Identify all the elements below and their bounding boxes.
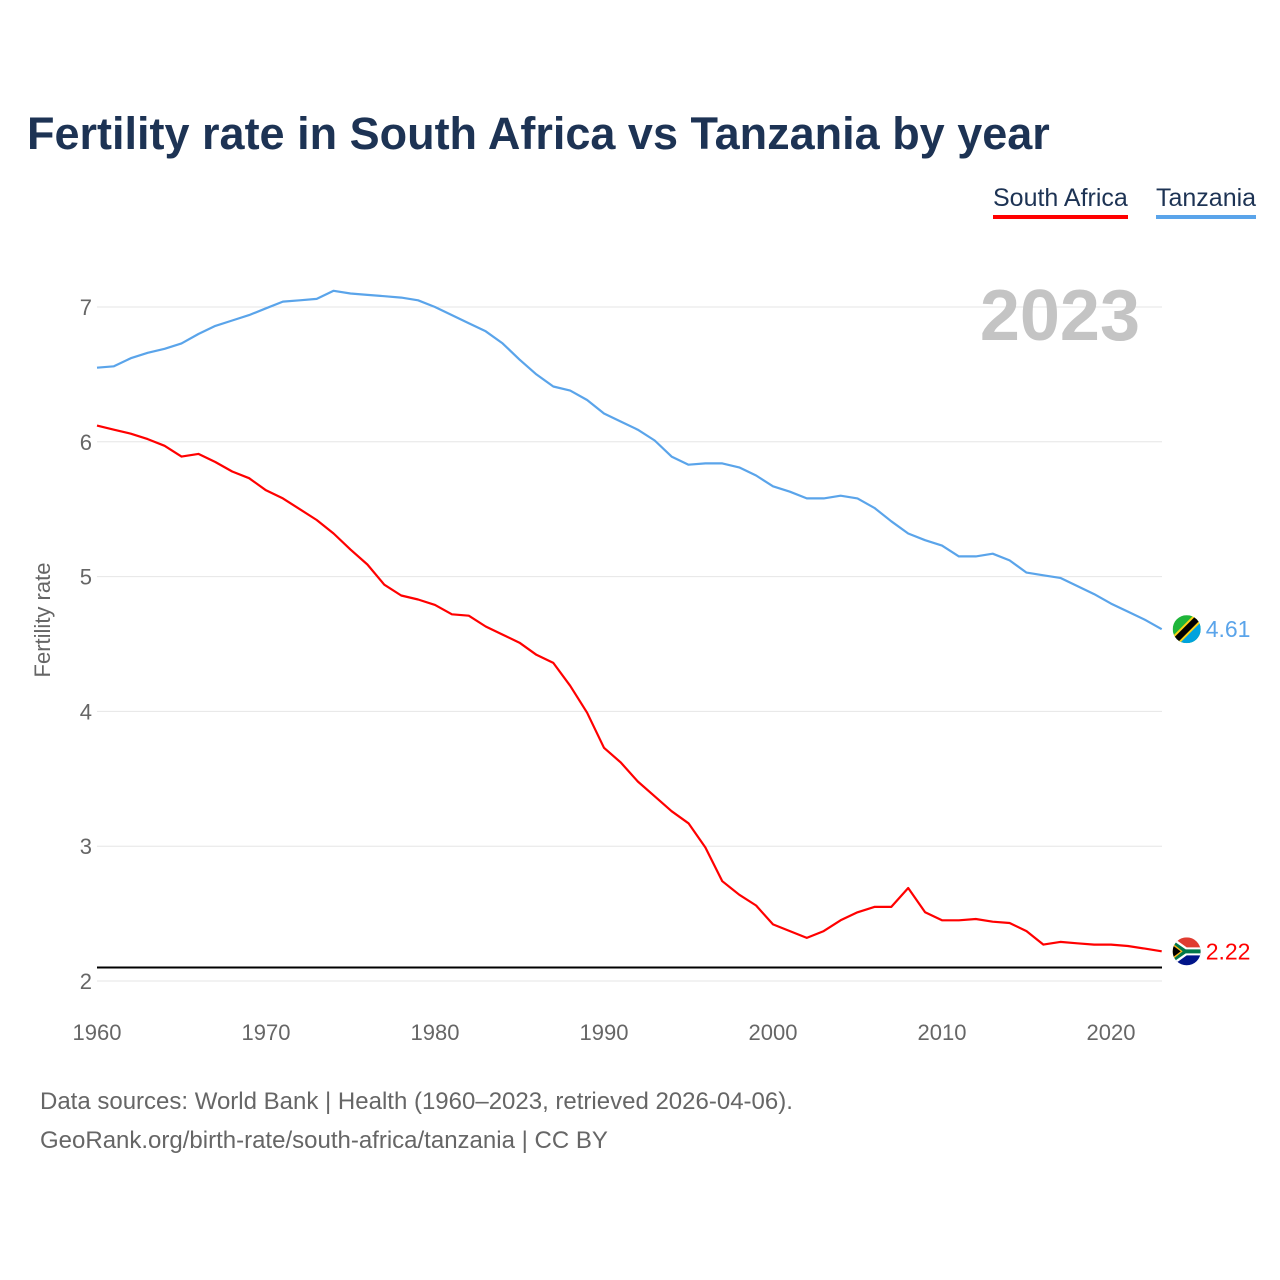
end-value-label-tanzania: 4.61 [1206, 616, 1251, 642]
x-tick-label: 1960 [73, 1020, 122, 1045]
series-line-south-africa [96, 424, 1162, 953]
y-axis-label: Fertility rate [30, 563, 55, 678]
y-tick-label: 7 [80, 295, 92, 320]
legend-tanzania[interactable]: Tanzania [1156, 184, 1257, 219]
chart-title: Fertility rate in South Africa vs Tanzan… [27, 108, 1050, 159]
x-tick-label: 2020 [1087, 1020, 1136, 1045]
x-tick-label: 1990 [580, 1020, 629, 1045]
source-link[interactable]: GeoRank.org/birth-rate/south-africa/tanz… [40, 1127, 608, 1154]
y-tick-label: 6 [80, 430, 92, 455]
y-tick-label: 3 [80, 834, 92, 859]
series-line-tanzania [96, 289, 1163, 631]
x-tick-label: 1980 [411, 1020, 460, 1045]
x-tick-label: 2010 [918, 1020, 967, 1045]
x-tick-label: 2000 [749, 1020, 798, 1045]
flag-south-africa-icon [1172, 937, 1201, 966]
y-tick-label: 2 [80, 969, 92, 994]
source-text: Data sources: World Bank | Health (1960–… [40, 1088, 793, 1115]
flag-tanzania-icon [1172, 615, 1201, 644]
legend-south-africa[interactable]: South Africa [993, 184, 1128, 219]
end-value-label-south-africa: 2.22 [1206, 938, 1251, 964]
y-tick-label: 4 [80, 699, 92, 724]
y-tick-label: 5 [80, 565, 92, 590]
year-label: 2023 [980, 276, 1140, 356]
x-tick-label: 1970 [242, 1020, 291, 1045]
